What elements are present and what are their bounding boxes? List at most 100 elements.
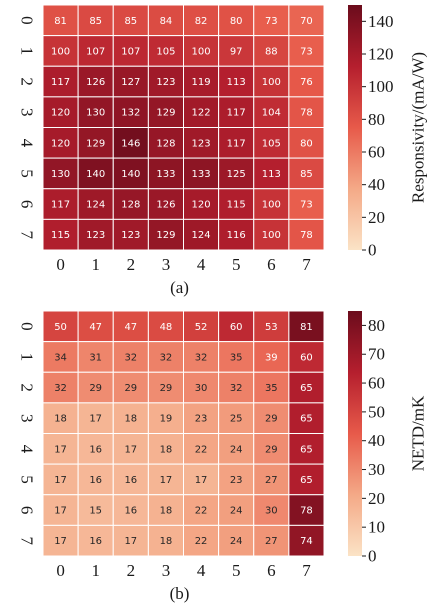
cell-value-label: 129	[156, 108, 175, 119]
heatmap-cell	[218, 188, 255, 220]
cell-value-label: 133	[156, 169, 175, 180]
y-tick-label: 6	[18, 506, 37, 515]
cell-value-label: 80	[230, 16, 243, 27]
cell-value-label: 146	[121, 138, 140, 149]
heatmap-cell	[112, 463, 149, 496]
cell-value-label: 65	[300, 414, 313, 425]
y-tick-label: 4	[18, 139, 37, 148]
heatmap-cell	[288, 65, 325, 98]
heatmap-cell	[147, 127, 184, 159]
cell-value-label: 128	[121, 200, 140, 211]
heatmap-cell	[147, 494, 184, 526]
colorbar-tick-label: 60	[368, 374, 385, 393]
heatmap-cell	[112, 402, 149, 434]
cell-value-label: 52	[195, 322, 208, 333]
cell-value-label: 117	[51, 77, 70, 88]
heatmap-cell	[77, 157, 114, 190]
colorbar-tick-label: 60	[368, 143, 385, 162]
x-tick-label: 3	[162, 561, 171, 580]
heatmap-cell	[253, 310, 290, 343]
heatmap-cell	[288, 494, 325, 526]
heatmap-cell	[218, 494, 255, 526]
cell-value-label: 81	[54, 16, 67, 27]
cell-value-label: 123	[192, 138, 211, 149]
colorbar-tick-label: 40	[368, 175, 385, 194]
heatmap-cell	[112, 218, 149, 251]
heatmap-cell	[77, 188, 114, 220]
cell-value-label: 39	[265, 352, 278, 363]
cell-value-label: 100	[192, 46, 211, 57]
cell-value-label: 29	[124, 383, 137, 394]
cell-value-label: 73	[300, 46, 313, 57]
x-tick-label: 4	[197, 561, 206, 580]
cell-value-label: 124	[192, 230, 211, 241]
heatmap-cell	[253, 65, 290, 98]
heatmap-cell	[288, 341, 325, 373]
cell-value-label: 73	[265, 16, 278, 27]
cell-value-label: 24	[230, 536, 243, 547]
cell-value-label: 17	[54, 444, 67, 455]
x-tick-label: 4	[197, 255, 206, 274]
cell-value-label: 17	[54, 475, 67, 486]
colorbar	[348, 311, 362, 556]
x-tick-label: 6	[267, 255, 276, 274]
heatmap-cell	[77, 433, 114, 465]
x-tick-label: 6	[267, 561, 276, 580]
cell-value-label: 47	[89, 322, 102, 333]
heatmap-cell	[253, 402, 290, 434]
cell-value-label: 29	[265, 444, 278, 455]
heatmap-cell	[218, 371, 255, 404]
cell-value-label: 129	[86, 138, 105, 149]
heatmap-cell	[183, 218, 220, 251]
x-tick-label: 0	[56, 561, 65, 580]
cell-value-label: 32	[160, 352, 173, 363]
heatmap-cell	[183, 65, 220, 98]
cell-value-label: 113	[227, 77, 246, 88]
cell-value-label: 32	[230, 383, 243, 394]
heatmap-cell	[112, 65, 149, 98]
heatmap-cell	[288, 402, 325, 434]
cell-value-label: 30	[265, 506, 278, 517]
heatmap-cell	[42, 433, 79, 465]
cell-value-label: 100	[262, 230, 281, 241]
heatmap-cell	[147, 463, 184, 496]
heatmap-cell	[218, 65, 255, 98]
y-tick-label: 2	[18, 383, 37, 392]
cell-value-label: 65	[300, 383, 313, 394]
colorbar-tick-label: 20	[368, 208, 385, 227]
cell-value-label: 120	[51, 108, 70, 119]
colorbar-tick-label: 140	[368, 12, 394, 31]
cell-value-label: 81	[300, 322, 313, 333]
cell-value-label: 123	[86, 230, 105, 241]
cell-value-label: 16	[89, 475, 102, 486]
heatmap-cell	[253, 433, 290, 465]
heatmap-cell	[183, 127, 220, 159]
heatmap-cell	[147, 524, 184, 557]
heatmap-cell	[218, 433, 255, 465]
cell-value-label: 16	[89, 444, 102, 455]
heatmap-cell	[112, 341, 149, 373]
heatmap-cell	[288, 218, 325, 251]
heatmap-cell	[253, 371, 290, 404]
cell-value-label: 119	[192, 77, 211, 88]
cell-value-label: 120	[51, 138, 70, 149]
y-tick-label: 0	[18, 16, 37, 25]
colorbar	[348, 5, 362, 250]
heatmap-cell	[112, 524, 149, 557]
cell-value-label: 97	[230, 46, 243, 57]
cell-value-label: 78	[300, 230, 313, 241]
heatmap-cell	[42, 4, 79, 37]
cell-value-label: 117	[51, 200, 70, 211]
heatmap-cell	[183, 341, 220, 373]
heatmap-cell	[42, 188, 79, 220]
cell-value-label: 48	[160, 322, 173, 333]
heatmap-cell	[77, 524, 114, 557]
cell-value-label: 16	[124, 506, 137, 517]
heatmap-cell	[77, 4, 114, 37]
y-tick-label: 7	[18, 536, 37, 545]
x-tick-label: 3	[162, 255, 171, 274]
x-tick-label: 1	[91, 255, 100, 274]
heatmap-cell	[42, 463, 79, 496]
cell-value-label: 115	[227, 200, 246, 211]
